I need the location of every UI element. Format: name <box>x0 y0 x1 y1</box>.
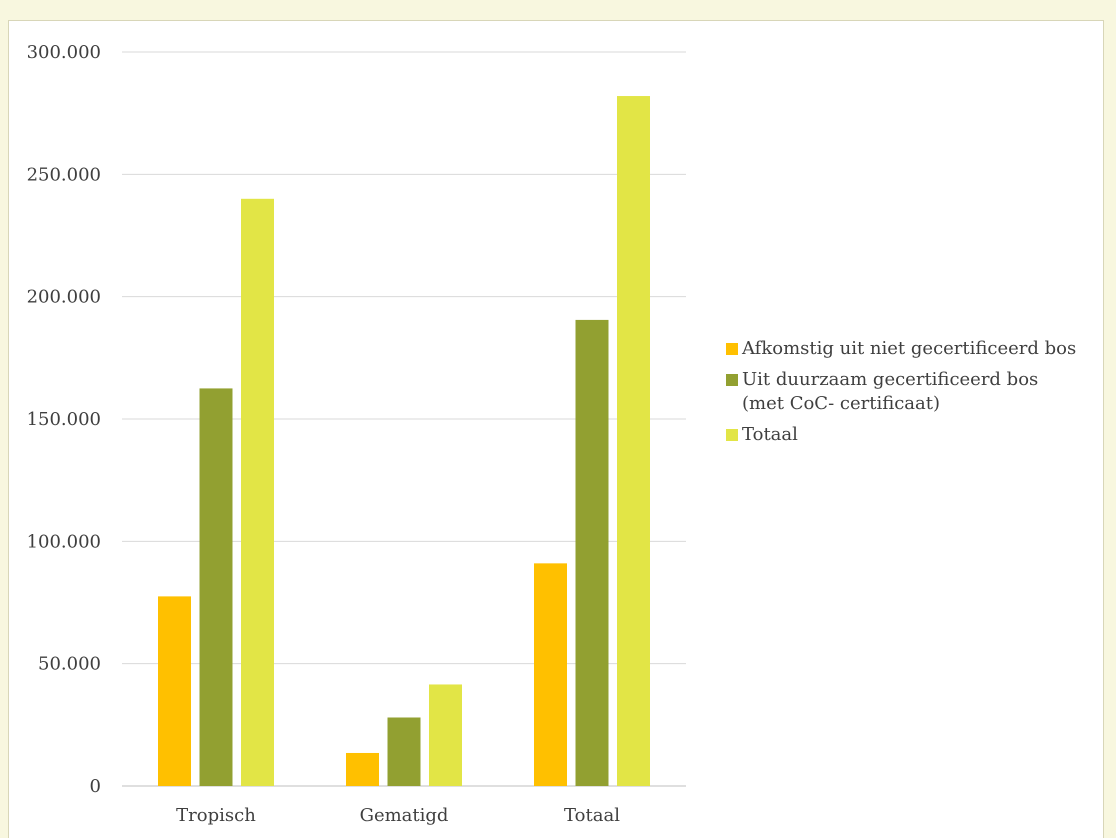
chart-legend: Afkomstig uit niet gecertificeerd bos Uit… <box>726 337 1086 454</box>
y-tick-label: 0 <box>90 776 101 797</box>
legend-item: Afkomstig uit niet gecertificeerd bos <box>726 337 1086 361</box>
y-tick-label: 100.000 <box>27 531 101 552</box>
legend-label: Afkomstig uit niet gecertificeerd bos <box>742 338 1077 359</box>
bar-tropisch-series-1 <box>158 596 191 786</box>
bar-gematigd-series-1 <box>346 752 379 786</box>
y-axis-ticks: 0 50.000 100.000 150.000 200.000 250.000 300.0… <box>27 42 101 797</box>
legend-label: Uit duurzaam gecertificeerd bos (met CoC… <box>742 369 1039 414</box>
y-tick-label: 50.000 <box>38 654 101 675</box>
x-axis-labels: Tropisch Gematigd Totaal <box>176 805 620 826</box>
y-tick-label: 250.000 <box>27 164 101 185</box>
bar-totaal-series-3 <box>617 96 650 787</box>
bar-tropisch-series-3 <box>241 198 274 787</box>
bar-totaal-series-1 <box>534 563 567 786</box>
legend-label: Totaal <box>742 424 798 445</box>
bar-gematigd-series-3 <box>429 684 462 786</box>
bar-tropisch-series-2 <box>199 388 233 786</box>
bar-totaal-series-2 <box>575 319 609 786</box>
legend-swatch <box>726 429 738 441</box>
y-tick-label: 150.000 <box>27 409 101 430</box>
x-category-label: Gematigd <box>360 805 449 826</box>
y-tick-label: 300.000 <box>27 42 101 63</box>
bars <box>158 96 650 787</box>
legend-swatch <box>726 343 738 355</box>
x-category-label: Tropisch <box>176 805 256 826</box>
legend-item: Totaal <box>726 423 1086 447</box>
x-category-label: Totaal <box>564 805 620 826</box>
y-tick-label: 200.000 <box>27 287 101 308</box>
legend-item: Uit duurzaam gecertificeerd bos (met CoC… <box>726 368 1086 416</box>
bar-gematigd-series-2 <box>387 717 421 786</box>
legend-swatch <box>726 374 738 386</box>
